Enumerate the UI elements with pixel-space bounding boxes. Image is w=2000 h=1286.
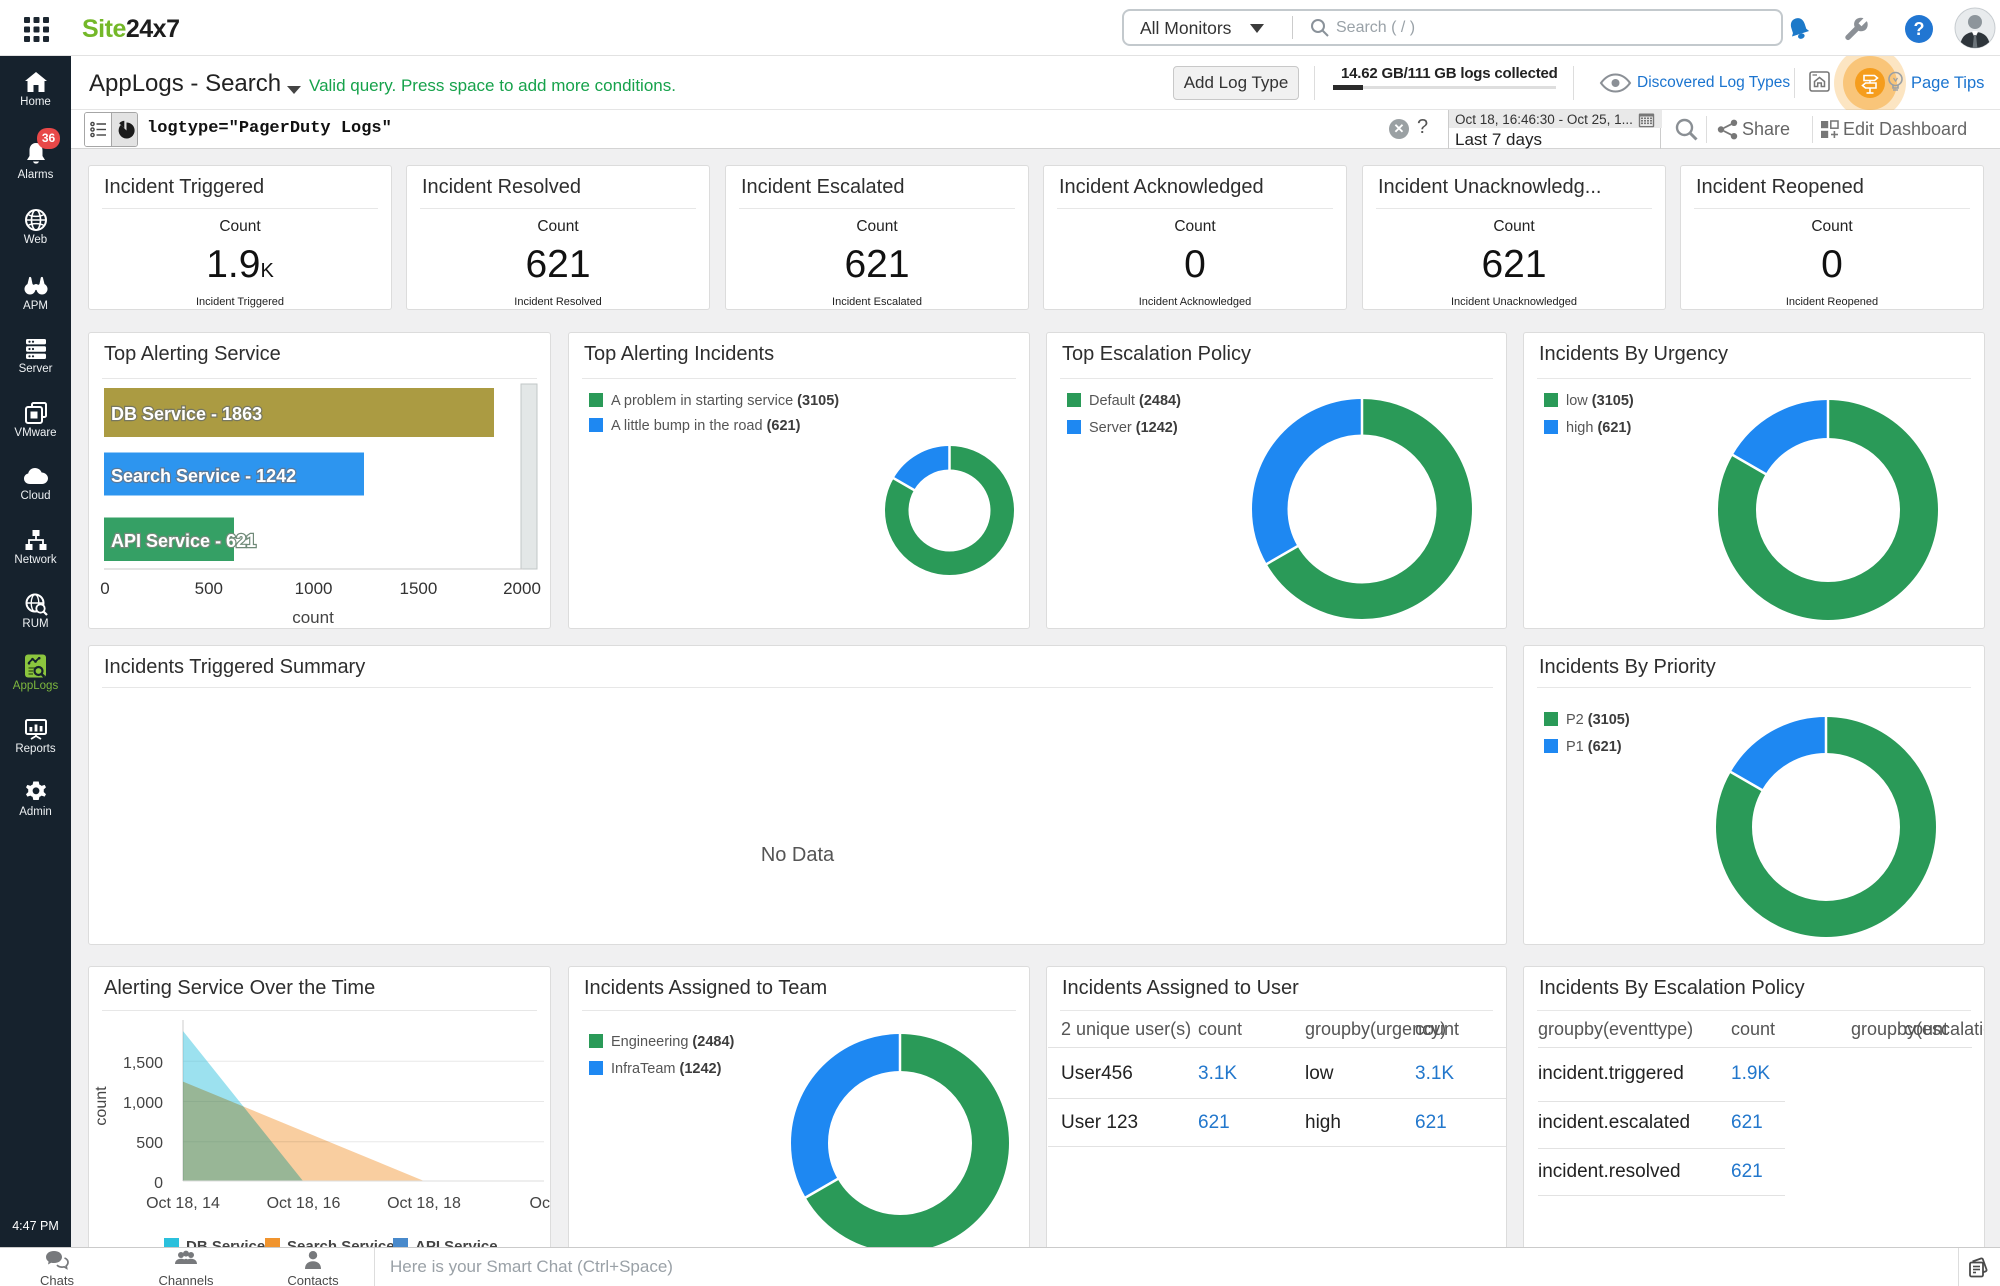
svg-text:1500: 1500 (399, 579, 437, 598)
svg-text:0: 0 (154, 1175, 163, 1192)
svg-text:0: 0 (100, 579, 109, 598)
svg-text:API Service - 621: API Service - 621 (111, 531, 256, 551)
svg-text:2000: 2000 (503, 579, 541, 598)
svg-text:Search Service - 1242: Search Service - 1242 (111, 466, 296, 486)
svg-text:1,500: 1,500 (123, 1055, 163, 1072)
svg-text:1000: 1000 (295, 579, 333, 598)
svg-text:1,000: 1,000 (123, 1095, 163, 1112)
svg-text:500: 500 (136, 1135, 163, 1152)
svg-text:count: count (292, 608, 334, 627)
svg-text:Oct 18, 14: Oct 18, 14 (146, 1195, 220, 1212)
svg-text:DB Service - 1863: DB Service - 1863 (111, 404, 262, 424)
svg-text:Oct: Oct (530, 1195, 551, 1212)
svg-text:count: count (93, 1086, 110, 1126)
svg-text:500: 500 (195, 579, 223, 598)
svg-text:Oct 18, 18: Oct 18, 18 (387, 1195, 461, 1212)
svg-text:Oct 18, 16: Oct 18, 16 (267, 1195, 341, 1212)
